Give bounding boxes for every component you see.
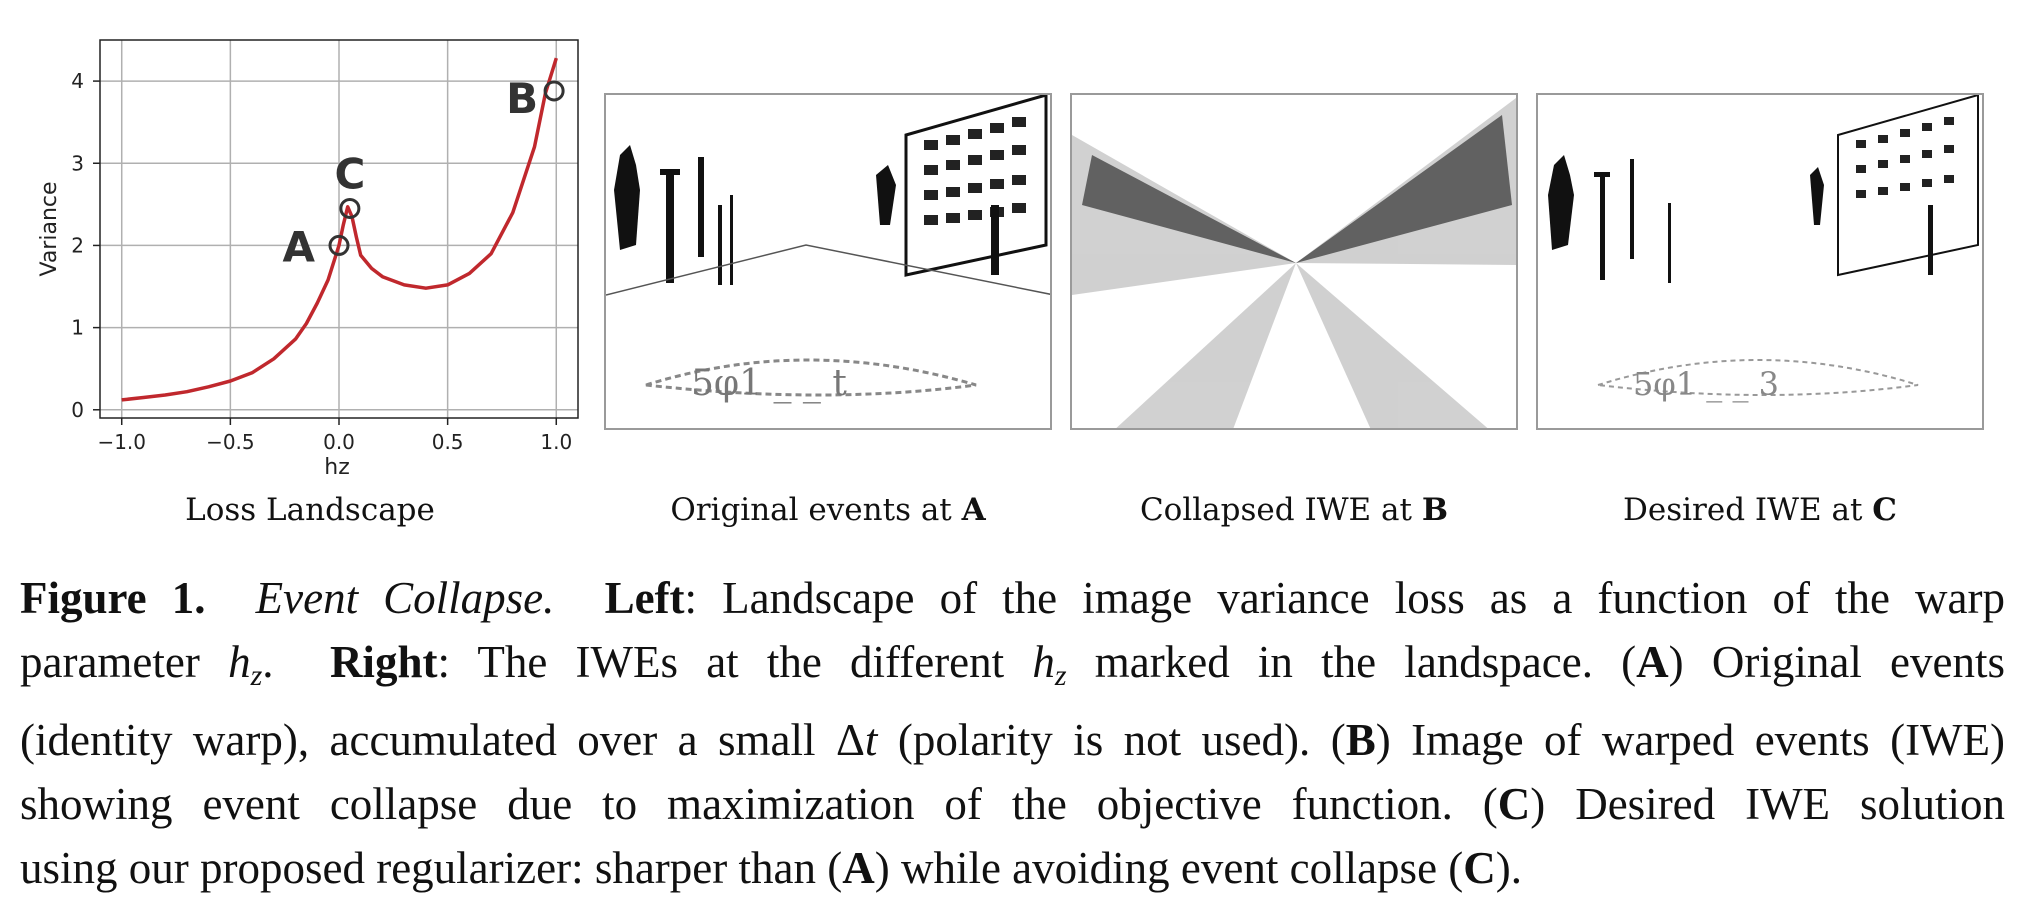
desired-iwe-caption: Desired IWE at C [1623, 492, 1897, 528]
caption-line-5: using our proposed regularizer: sharper … [20, 843, 1523, 893]
x-tick-label: 1.0 [540, 430, 572, 454]
x-axis-label: hz [324, 455, 350, 480]
y-tick-label: 2 [71, 233, 84, 257]
marker-a [328, 234, 350, 256]
y-tick-label: 1 [71, 316, 84, 340]
collapsed-iwe-panel [1070, 93, 1518, 430]
caption-line-3: (identity warp), accumulated over a smal… [20, 715, 2005, 765]
collapsed-iwe-image [1072, 98, 1516, 428]
y-tick-label: 3 [71, 151, 84, 175]
desired-iwe-image: 5φ1 _ _ 3 [1548, 95, 1979, 403]
caption-line-1: Figure 1. Event Collapse. Left: Landscap… [20, 573, 2006, 623]
marker-label-a: A [282, 222, 315, 271]
y-tick-label: 4 [71, 69, 84, 93]
original-events-panel: 5φ1 _ _ t [604, 93, 1052, 430]
y-tick-label: 0 [71, 398, 84, 422]
x-tick-label: 0.5 [432, 430, 464, 454]
marker-label-c: C [334, 149, 365, 198]
x-tick-label: 0.0 [323, 430, 355, 454]
marker-b [543, 80, 565, 102]
caption-line-4: showing event collapse due to maximizati… [20, 779, 2005, 829]
original-events-caption: Original events at A [670, 492, 986, 528]
y-axis-label: Variance [37, 181, 62, 276]
x-tick-label: −1.0 [97, 430, 146, 454]
desired-iwe-panel: 5φ1 _ _ 3 [1536, 93, 1984, 430]
original-events-image: 5φ1 _ _ t [606, 95, 1050, 404]
loss-landscape-chart: −1.0 −0.5 0.0 0.5 1.0 0 1 2 3 4 hz Variance AC B [37, 39, 579, 480]
svg-text:5φ1 _ _ t: 5φ1 _ _ t [691, 363, 847, 404]
caption-line-2: parameter hz. Right: The IWEs at the dif… [20, 637, 2005, 692]
figure-caption: Figure 1. Event Collapse. Left: Landscap… [20, 566, 2005, 900]
marker-label-b: B [506, 74, 538, 123]
marker-c [339, 197, 361, 219]
variance-curve [121, 57, 558, 402]
svg-text:5φ1 _ _ 3: 5φ1 _ _ 3 [1633, 365, 1779, 403]
x-tick-label: −0.5 [206, 430, 255, 454]
collapsed-iwe-caption: Collapsed IWE at B [1139, 492, 1449, 528]
loss-landscape-caption: Loss Landscape [185, 492, 435, 528]
